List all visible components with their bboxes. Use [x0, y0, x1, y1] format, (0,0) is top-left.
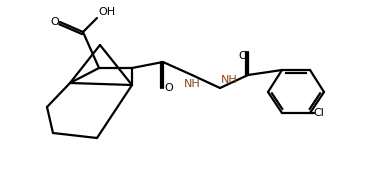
- Text: O: O: [238, 51, 247, 61]
- Text: Cl: Cl: [313, 108, 324, 118]
- Text: NH: NH: [221, 75, 238, 85]
- Text: OH: OH: [98, 7, 115, 17]
- Text: O: O: [50, 17, 59, 27]
- Text: NH: NH: [184, 79, 200, 89]
- Text: O: O: [164, 83, 173, 93]
